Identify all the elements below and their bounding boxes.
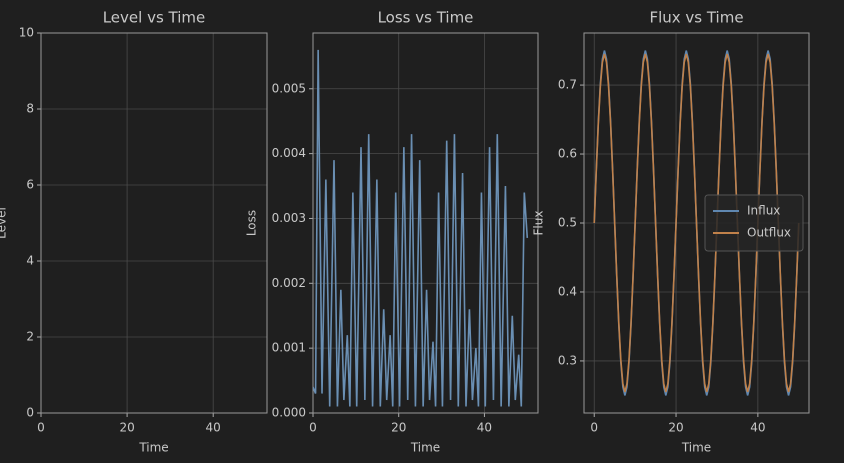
line [313,49,529,407]
axes-frame [312,32,539,414]
y-tick-label: 0.001 [272,341,306,355]
y-tick-label: 0.5 [558,216,577,230]
legend-label: Outflux [747,226,791,240]
y-tick-label: 8 [26,102,34,116]
legend-label: Influx [747,204,780,218]
y-tick-label: 0.7 [558,78,577,92]
x-tick-label: 0 [37,421,45,435]
y-axis-label: Flux [532,211,546,236]
x-tick-label: 20 [119,421,134,435]
y-tick-label: 0.002 [272,276,306,290]
y-tick-label: 10 [19,26,34,40]
y-tick-label: 0.005 [272,81,306,95]
y-tick-label: 2 [26,330,34,344]
y-tick-label: 0.3 [558,353,577,367]
x-tick-label: 20 [391,421,406,435]
y-tick-label: 4 [26,254,34,268]
axes-frame [583,32,810,414]
x-axis-label: Time [681,441,711,455]
y-tick-label: 6 [26,178,34,192]
x-tick-label: 0 [590,421,598,435]
axes-frame [40,32,268,414]
y-tick-label: 0 [26,406,34,420]
legend-box [704,194,804,252]
x-axis-label: Time [138,441,168,455]
chart-title: Flux vs Time [649,9,743,27]
y-axis-label: Loss [245,210,259,236]
y-tick-label: 0.000 [272,406,306,420]
chart-title: Level vs Time [103,9,206,27]
x-tick-label: 40 [206,421,221,435]
x-tick-label: 20 [668,421,683,435]
x-tick-label: 40 [477,421,492,435]
chart-title: Loss vs Time [378,9,474,27]
x-axis-label: Time [410,441,440,455]
x-tick-label: 40 [750,421,765,435]
series-line [593,53,800,393]
y-tick-label: 0.004 [272,146,306,160]
y-tick-label: 0.4 [558,284,577,298]
y-tick-label: 0.6 [558,147,577,161]
y-tick-label: 0.003 [272,211,306,225]
y-axis-label: Level [0,207,9,239]
x-tick-label: 0 [309,421,317,435]
